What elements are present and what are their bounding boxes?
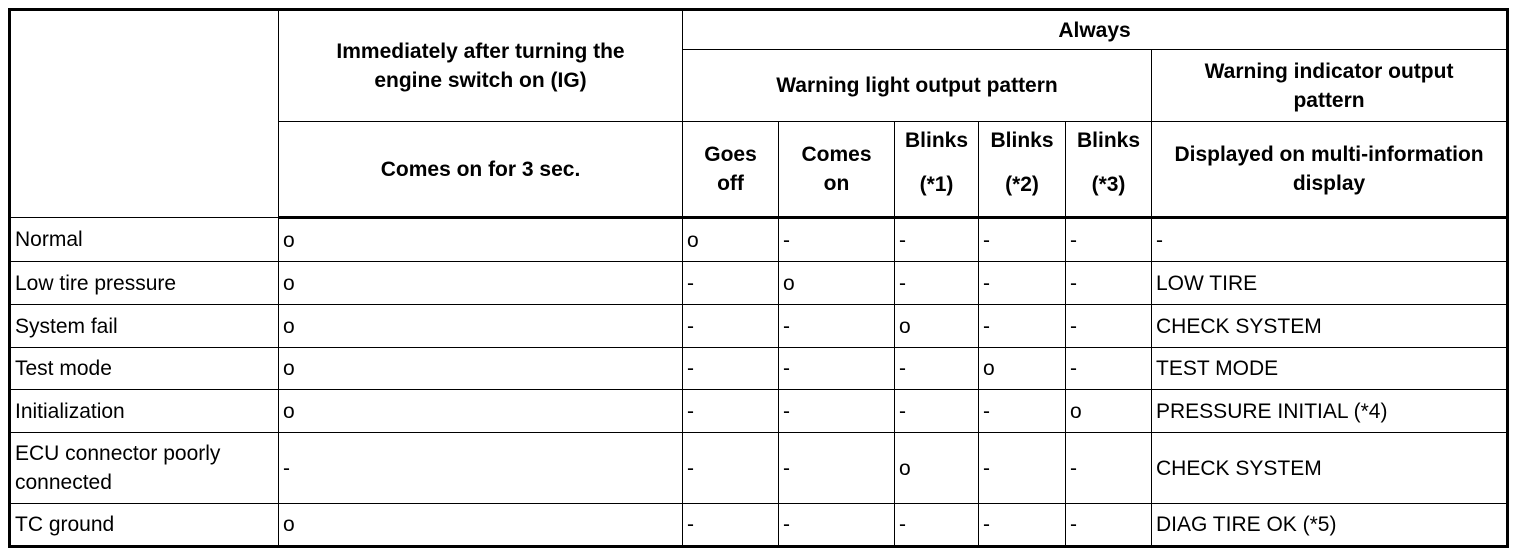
cell-condition: Normal — [9, 217, 279, 262]
cell-b1: - — [894, 261, 979, 305]
cell-display: CHECK SYSTEM — [1150, 432, 1509, 504]
table-row: Low tire pressure o - o - - - LOW TIRE — [9, 261, 1509, 305]
ig-pattern-header: Comes on for 3 sec. — [278, 121, 683, 219]
cell-b3: - — [1065, 503, 1152, 547]
cell-b2: - — [978, 389, 1066, 433]
cell-display: LOW TIRE — [1150, 261, 1509, 305]
cell-b2: o — [978, 347, 1066, 390]
cell-condition: ECU connector poorly connected — [9, 432, 279, 504]
table-row: TC ground o - - - - - DIAG TIRE OK (*5) — [9, 503, 1509, 547]
cell-display: PRESSURE INITIAL (*4) — [1150, 389, 1509, 433]
cell-ig: o — [278, 503, 683, 547]
comes-on-header: Comes on — [778, 121, 895, 219]
blinks-label: Blinks — [904, 129, 969, 152]
always-header: Always — [681, 9, 1509, 50]
cell-comes-on: - — [778, 347, 895, 390]
table-row: Test mode o - - - o - TEST MODE — [9, 347, 1509, 390]
blinks-2-header: Blinks (*2) — [978, 121, 1066, 219]
cell-condition: Initialization — [9, 389, 279, 433]
blinks-1-header: Blinks (*1) — [894, 121, 979, 219]
cell-ig: o — [278, 261, 683, 305]
cell-b2: - — [978, 432, 1066, 504]
cell-ig: o — [278, 347, 683, 390]
cell-b2: - — [978, 304, 1066, 348]
cell-goes-off: - — [682, 347, 779, 390]
cell-b2: - — [978, 261, 1066, 305]
blinks-note: (*3) — [1091, 173, 1126, 196]
cell-b1: o — [894, 304, 979, 348]
cell-comes-on: - — [778, 389, 895, 433]
blinks-3-header: Blinks (*3) — [1065, 121, 1152, 219]
cell-comes-on: - — [778, 432, 895, 504]
cell-display: TEST MODE — [1150, 347, 1509, 390]
table-row: System fail o - - o - - CHECK SYSTEM — [9, 304, 1509, 348]
blinks-label: Blinks — [990, 129, 1054, 152]
table-row: ECU connector poorly connected - - - o - - CHEC… — [9, 432, 1509, 504]
cell-goes-off: - — [682, 389, 779, 433]
cell-comes-on: - — [778, 217, 895, 262]
cell-b3: - — [1065, 261, 1152, 305]
cell-goes-off: o — [682, 217, 779, 262]
displayed-on-header: Displayed on multi-information display — [1150, 121, 1509, 219]
table-row: Normal o o - - - - - — [9, 217, 1509, 262]
cell-b3: - — [1065, 432, 1152, 504]
cell-b1: - — [894, 347, 979, 390]
cell-b3: - — [1065, 304, 1152, 348]
warning-pattern-table: Immediately after turning the engine swi… — [8, 8, 1510, 548]
cell-goes-off: - — [682, 432, 779, 504]
warning-light-header: Warning light output pattern — [682, 49, 1152, 122]
cell-b2: - — [978, 217, 1066, 262]
cell-b3: o — [1065, 389, 1152, 433]
cell-ig: o — [278, 304, 683, 348]
table-row: Initialization o - - - - o PRESSURE INITIAL (*4… — [9, 389, 1509, 433]
cell-display: - — [1150, 217, 1509, 262]
cell-ig: - — [278, 432, 683, 504]
condition-header — [9, 9, 279, 218]
cell-comes-on: - — [778, 503, 895, 547]
cell-goes-off: - — [682, 503, 779, 547]
ig-header: Immediately after turning the engine swi… — [278, 9, 683, 122]
cell-ig: o — [278, 389, 683, 433]
cell-condition: System fail — [9, 304, 279, 348]
cell-b3: - — [1065, 347, 1152, 390]
blinks-note: (*1) — [919, 173, 954, 196]
warning-indicator-header: Warning indicator output pattern — [1150, 49, 1509, 122]
cell-b1: - — [894, 217, 979, 262]
cell-b2: - — [978, 503, 1066, 547]
cell-b1: - — [894, 503, 979, 547]
blinks-note: (*2) — [1005, 173, 1039, 196]
cell-b1: - — [894, 389, 979, 433]
cell-comes-on: o — [778, 261, 895, 305]
cell-comes-on: - — [778, 304, 895, 348]
cell-b3: - — [1065, 217, 1152, 262]
cell-goes-off: - — [682, 261, 779, 305]
cell-ig: o — [278, 217, 683, 262]
cell-goes-off: - — [682, 304, 779, 348]
blinks-label: Blinks — [1076, 129, 1141, 152]
cell-condition: Low tire pressure — [9, 261, 279, 305]
goes-off-header: Goes off — [682, 121, 779, 219]
cell-display: CHECK SYSTEM — [1150, 304, 1509, 348]
cell-b1: o — [894, 432, 979, 504]
cell-condition: TC ground — [9, 503, 279, 547]
cell-display: DIAG TIRE OK (*5) — [1150, 503, 1509, 547]
cell-condition: Test mode — [9, 347, 279, 390]
